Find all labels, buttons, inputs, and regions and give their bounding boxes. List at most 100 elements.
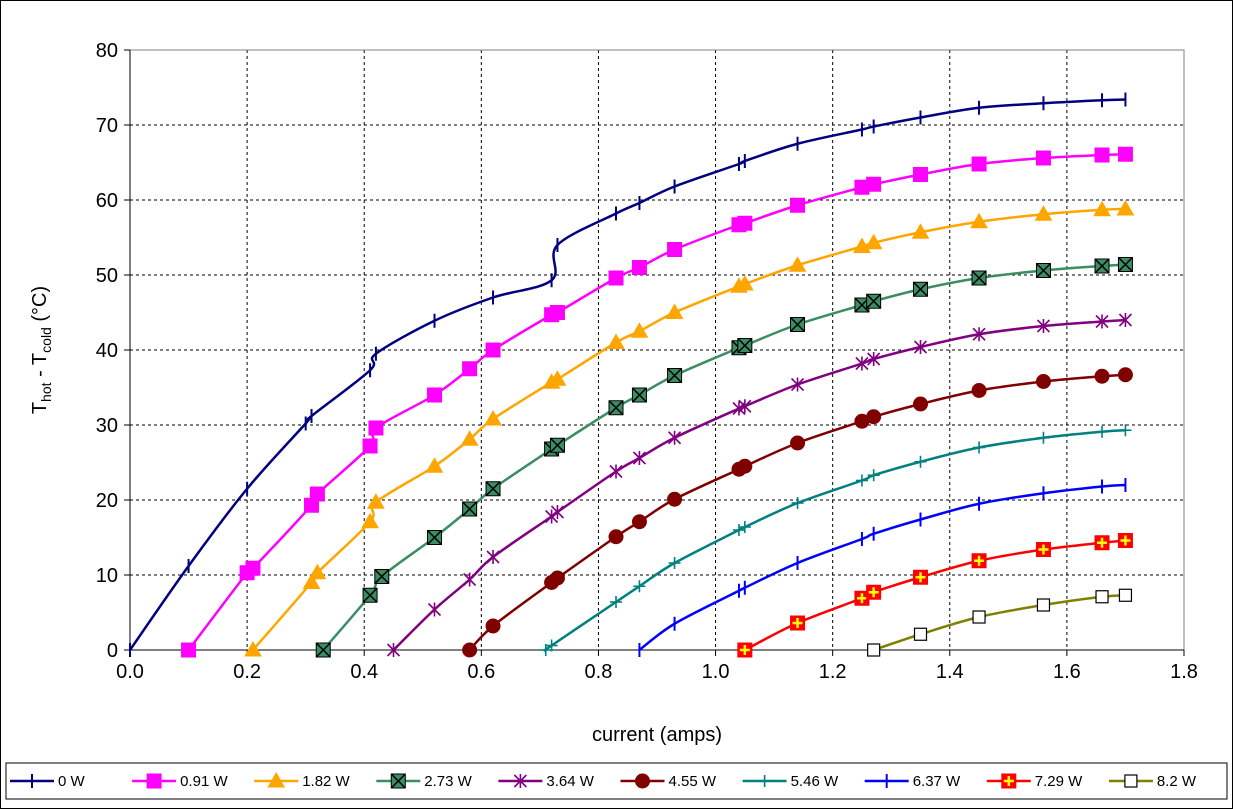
- data-point: [367, 493, 385, 509]
- data-point: [608, 529, 624, 545]
- legend-label: 7.29 W: [1035, 773, 1083, 790]
- data-point: [854, 590, 870, 606]
- data-point: [864, 233, 883, 250]
- data-point: [866, 293, 882, 309]
- legend-label: 3.64 W: [546, 773, 594, 790]
- data-point: [738, 521, 751, 533]
- legend-item: 8.2 W: [1108, 773, 1197, 790]
- data-point: [914, 455, 927, 468]
- data-point: [790, 316, 806, 333]
- data-point: [790, 435, 806, 451]
- series-7-29-w: [737, 533, 1133, 658]
- data-point: [788, 256, 807, 272]
- data-point: [549, 437, 565, 453]
- legend-marker: [758, 775, 771, 787]
- data-point: [790, 615, 806, 631]
- y-axis-title: Thot - Tcold (°C): [29, 286, 54, 414]
- legend-label: 6.37 W: [913, 773, 961, 790]
- axes: 0.0 0.2 0.4 0.6 0.8 1.0 1.2 1.4 1.6 1.8 0 10 20 30 40 5…: [96, 40, 1198, 683]
- data-point: [608, 400, 624, 416]
- data-point: [608, 270, 624, 286]
- legend-item: 7.29 W: [986, 773, 1083, 790]
- data-point: [368, 420, 384, 436]
- data-point: [973, 441, 986, 454]
- data-point: [971, 383, 987, 398]
- data-point: [1035, 262, 1051, 279]
- data-point: [245, 560, 261, 576]
- data-point: [302, 573, 321, 589]
- data-point: [362, 587, 378, 603]
- data-point: [737, 642, 753, 658]
- data-point: [485, 618, 501, 634]
- data-point: [244, 640, 262, 657]
- series-0-w: [128, 92, 1127, 657]
- data-point: [913, 340, 928, 354]
- x-axis-title: current (amps): [592, 724, 722, 746]
- data-point: [972, 610, 986, 624]
- series-8-2-w: [867, 588, 1133, 657]
- data-point: [1118, 588, 1133, 602]
- data-point: [1035, 542, 1051, 557]
- legend-label: 4.55 W: [669, 773, 717, 790]
- legend-marker: [1124, 774, 1138, 788]
- y-tick-label: 70: [96, 115, 118, 137]
- legend-item: 0.91 W: [132, 773, 228, 790]
- data-point: [667, 242, 683, 257]
- data-point: [971, 156, 987, 172]
- data-point: [972, 327, 986, 342]
- legend-item: 4.55 W: [620, 773, 717, 790]
- legend-item: 1.82 W: [254, 771, 351, 790]
- data-point: [315, 642, 331, 658]
- x-tick-label: 0.0: [116, 661, 144, 683]
- data-point: [970, 212, 988, 229]
- data-point: [867, 352, 881, 366]
- data-point: [911, 223, 930, 239]
- data-point: [1117, 146, 1133, 162]
- x-tick-label: 1.8: [1170, 661, 1198, 683]
- series-line: [873, 594, 1126, 652]
- data-point: [1119, 424, 1132, 437]
- data-point: [737, 215, 753, 231]
- legend-marker: [513, 774, 527, 788]
- data-point: [462, 501, 478, 517]
- series-1-82-w: [244, 199, 1135, 657]
- data-point: [867, 643, 881, 657]
- data-point: [361, 512, 379, 529]
- data-point: [386, 643, 401, 657]
- series-5-46-w: [539, 424, 1132, 656]
- data-point: [425, 457, 444, 473]
- data-point: [631, 514, 647, 530]
- x-tick-label: 1.4: [936, 661, 964, 683]
- legend-item: 3.64 W: [498, 773, 595, 790]
- legend-label: 0 W: [58, 773, 86, 790]
- data-point: [1095, 314, 1109, 329]
- data-point: [632, 451, 646, 465]
- data-point: [1034, 205, 1053, 221]
- data-point: [971, 270, 987, 286]
- data-point: [486, 550, 500, 564]
- series-line: [638, 483, 1126, 652]
- data-point: [866, 176, 882, 192]
- data-point: [854, 297, 870, 313]
- x-tick-label: 1.6: [1053, 661, 1081, 683]
- data-point: [607, 333, 625, 349]
- data-point: [913, 627, 928, 641]
- data-point: [1118, 313, 1133, 327]
- series-0-91-w: [181, 146, 1133, 658]
- data-point: [1094, 535, 1110, 551]
- data-point: [738, 399, 752, 414]
- data-point: [545, 639, 558, 652]
- data-point: [790, 197, 806, 213]
- data-point: [1094, 258, 1110, 274]
- data-point: [913, 167, 928, 182]
- data-point: [1117, 533, 1133, 548]
- data-point: [485, 342, 501, 358]
- data-point: [462, 361, 478, 377]
- data-point: [609, 464, 623, 479]
- data-point: [735, 274, 754, 291]
- legend-item: 6.37 W: [864, 773, 961, 790]
- data-point: [545, 509, 559, 524]
- data-point: [867, 469, 880, 482]
- data-point: [866, 409, 882, 425]
